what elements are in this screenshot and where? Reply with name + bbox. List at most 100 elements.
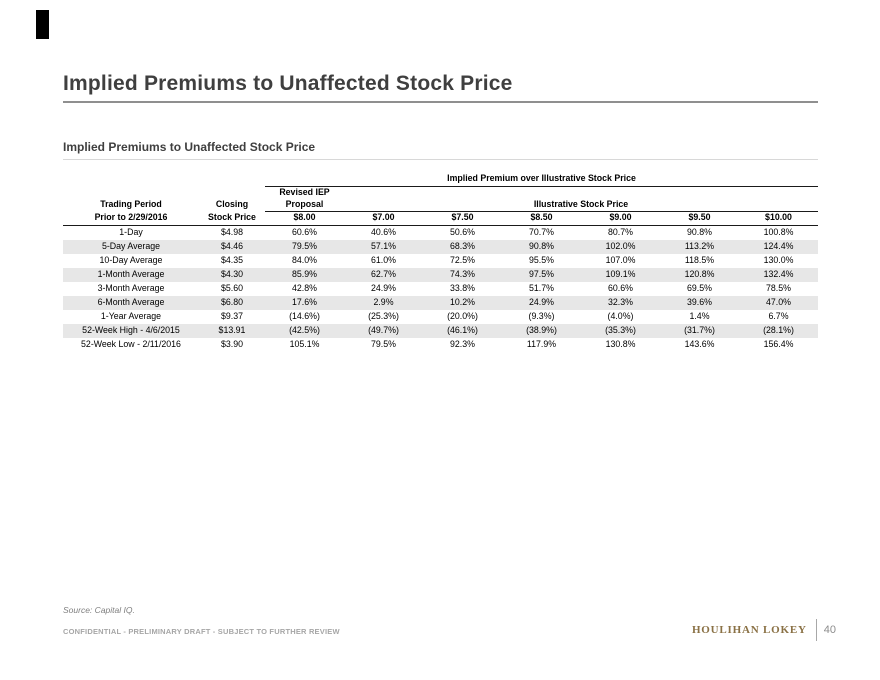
closing-price-cell: $4.35 bbox=[220, 255, 243, 266]
table-row: 1-Year Average $9.37 (14.6%) (25.3%) (20.0%)… bbox=[63, 310, 818, 324]
premium-cell: 32.3% bbox=[608, 297, 633, 308]
footer-divider bbox=[815, 619, 817, 641]
premium-cell: 100.8% bbox=[763, 227, 794, 238]
premium-cell: 70.7% bbox=[529, 227, 554, 238]
premium-cell: 42.8% bbox=[292, 283, 317, 294]
premium-cell: 72.5% bbox=[450, 255, 475, 266]
premium-cell: 143.6% bbox=[684, 339, 715, 350]
title-divider bbox=[63, 101, 818, 103]
closing-header-line2: Stock Price bbox=[199, 211, 265, 226]
premium-cell: 33.8% bbox=[450, 283, 475, 294]
premium-cell: 90.8% bbox=[687, 227, 712, 238]
premium-cell: 92.3% bbox=[450, 339, 475, 350]
premium-cell: 1.4% bbox=[689, 311, 710, 322]
premium-cell: 124.4% bbox=[763, 241, 794, 252]
premium-cell: (25.3%) bbox=[368, 311, 399, 322]
header-spacer bbox=[63, 171, 265, 186]
section-title: Implied Premiums to Unaffected Stock Pri… bbox=[63, 140, 316, 154]
trading-period-cell: 10-Day Average bbox=[99, 255, 163, 266]
premium-cell: 105.1% bbox=[289, 339, 320, 350]
premium-cell: 107.0% bbox=[605, 255, 636, 266]
premium-cell: (31.7%) bbox=[684, 325, 715, 336]
trading-period-cell: 1-Year Average bbox=[100, 311, 162, 322]
trading-period-cell: 52-Week High - 4/6/2015 bbox=[82, 325, 180, 336]
premium-cell: 50.6% bbox=[450, 227, 475, 238]
closing-price-cell: $5.60 bbox=[220, 283, 243, 294]
trading-period-cell: 3-Month Average bbox=[97, 283, 165, 294]
premium-cell: 2.9% bbox=[373, 297, 394, 308]
page-number: 40 bbox=[823, 624, 836, 636]
page-title: Implied Premiums to Unaffected Stock Pri… bbox=[63, 72, 513, 95]
implied-premium-span-header: Implied Premium over Illustrative Stock … bbox=[265, 171, 818, 187]
premium-cell: 47.0% bbox=[766, 297, 791, 308]
implied-premiums-table: Implied Premium over Illustrative Stock … bbox=[63, 171, 818, 352]
premium-cell: 117.9% bbox=[526, 339, 557, 350]
premium-cell: 62.7% bbox=[371, 269, 396, 280]
illustrative-stock-price-header: Illustrative Stock Price bbox=[344, 198, 818, 213]
closing-price-cell: $4.98 bbox=[220, 227, 243, 238]
premium-cell: 60.6% bbox=[292, 227, 317, 238]
trading-period-cell: 1-Month Average bbox=[97, 269, 165, 280]
premium-cell: 24.9% bbox=[371, 283, 396, 294]
table-row: 10-Day Average $4.35 84.0% 61.0% 72.5% 95.5% 1… bbox=[63, 254, 818, 268]
houlihan-lokey-logo: HOULIHAN LOKEY bbox=[691, 624, 807, 636]
table-row: 1-Month Average $4.30 85.9% 62.7% 74.3% 97.5%… bbox=[63, 267, 818, 282]
trading-period-header-line2: Prior to 2/29/2016 bbox=[63, 211, 199, 226]
header-row-span: Implied Premium over Illustrative Stock … bbox=[63, 171, 818, 187]
premium-cell: 85.9% bbox=[292, 269, 317, 280]
price-column-header: $10.00 bbox=[739, 211, 818, 226]
table-row: 1-Day $4.98 60.6% 40.6% 50.6% 70.7% 80.7% 90.8%… bbox=[63, 225, 818, 240]
revised-iep-header-line2: Proposal bbox=[265, 198, 344, 213]
premium-cell: 57.1% bbox=[371, 241, 396, 252]
premium-cell: 51.7% bbox=[529, 283, 554, 294]
premium-cell: 79.5% bbox=[371, 339, 396, 350]
premium-cell: 97.5% bbox=[529, 269, 554, 280]
price-column-header: $8.50 bbox=[502, 211, 581, 226]
trading-period-cell: 5-Day Average bbox=[101, 241, 161, 252]
premium-cell: 80.7% bbox=[608, 227, 633, 238]
premium-cell: (49.7%) bbox=[368, 325, 399, 336]
trading-period-header-line1: Trading Period bbox=[100, 199, 162, 210]
premium-cell: 24.9% bbox=[529, 297, 554, 308]
premium-cell: (4.0%) bbox=[607, 311, 634, 322]
premium-cell: 90.8% bbox=[529, 241, 554, 252]
premium-cell: (35.3%) bbox=[605, 325, 636, 336]
premium-cell: 118.5% bbox=[684, 255, 715, 266]
premium-cell: 79.5% bbox=[292, 241, 317, 252]
header-row-revised-iep-1: Revised IEP bbox=[63, 186, 818, 199]
premium-cell: 130.0% bbox=[763, 255, 794, 266]
premium-cell: (28.1%) bbox=[763, 325, 794, 336]
table-row: 5-Day Average $4.46 79.5% 57.1% 68.3% 90.8% 10… bbox=[63, 239, 818, 254]
price-column-header: $9.50 bbox=[660, 211, 739, 226]
premium-cell: (20.0%) bbox=[447, 311, 478, 322]
closing-header-line1: Closing bbox=[215, 199, 249, 210]
closing-price-cell: $9.37 bbox=[220, 311, 243, 322]
corner-tab-decoration bbox=[36, 10, 49, 39]
premium-cell: (46.1%) bbox=[447, 325, 478, 336]
premium-cell: 84.0% bbox=[292, 255, 317, 266]
closing-price-cell: $3.90 bbox=[220, 339, 243, 350]
premium-cell: 69.5% bbox=[687, 283, 712, 294]
revised-iep-header-line1: Revised IEP bbox=[279, 186, 330, 197]
confidential-note: CONFIDENTIAL - PRELIMINARY DRAFT - SUBJE… bbox=[63, 627, 340, 636]
price-column-header: $7.50 bbox=[423, 211, 502, 226]
table-row: 52-Week Low - 2/11/2016 $3.90 105.1% 79.5% 9… bbox=[63, 338, 818, 352]
premium-cell: 113.2% bbox=[684, 241, 715, 252]
premium-cell: 60.6% bbox=[608, 283, 633, 294]
closing-price-cell: $13.91 bbox=[218, 325, 246, 336]
premium-cell: 39.6% bbox=[687, 297, 712, 308]
premium-cell: (42.5%) bbox=[289, 325, 320, 336]
premium-cell: 40.6% bbox=[371, 227, 396, 238]
premium-cell: (38.9%) bbox=[526, 325, 557, 336]
premium-cell: 132.4% bbox=[763, 269, 794, 280]
table-row: 6-Month Average $6.80 17.6% 2.9% 10.2% 24.9% 3… bbox=[63, 295, 818, 310]
table-row: 52-Week High - 4/6/2015 $13.91 (42.5%) (49.… bbox=[63, 323, 818, 338]
header-spacer bbox=[344, 186, 818, 199]
trading-period-cell: 1-Day bbox=[119, 227, 143, 238]
premium-cell: 109.1% bbox=[605, 269, 636, 280]
footer-right: HOULIHAN LOKEY 40 bbox=[692, 619, 836, 641]
premium-cell: 6.7% bbox=[768, 311, 789, 322]
premium-cell: 68.3% bbox=[450, 241, 475, 252]
premium-cell: 130.8% bbox=[605, 339, 636, 350]
